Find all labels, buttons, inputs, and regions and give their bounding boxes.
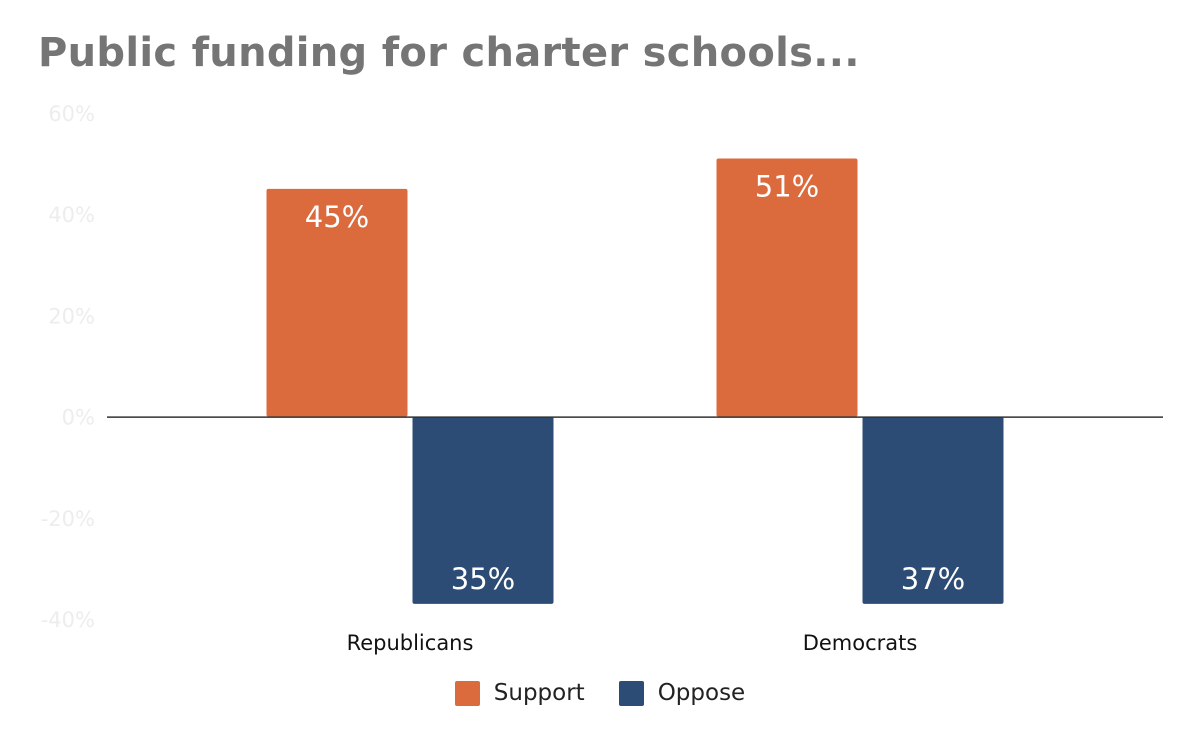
y-tick-label: -20% (41, 507, 95, 531)
legend-swatch-support (454, 680, 480, 706)
data-label: 51% (755, 170, 819, 204)
bar-oppose-democrats[interactable] (862, 416, 1004, 604)
data-label: 35% (451, 562, 515, 596)
bar-oppose-republicans[interactable] (412, 416, 554, 604)
y-tick-label: 20% (48, 304, 95, 328)
chart-title: Public funding for charter schools... (38, 30, 860, 76)
data-label: 45% (305, 200, 369, 234)
legend-item-oppose[interactable]: Oppose (618, 680, 746, 706)
y-tick-label: 0% (62, 406, 95, 430)
y-tick-label: 40% (48, 203, 95, 227)
category-label: Democrats (803, 631, 918, 655)
data-label: 37% (901, 562, 965, 596)
legend: Support Oppose (0, 676, 1200, 710)
category-label: Republicans (347, 631, 474, 655)
y-tick-label: -40% (41, 608, 95, 632)
bar-support-republicans[interactable] (266, 188, 408, 417)
legend-label-support: Support (493, 680, 585, 706)
legend-swatch-oppose (618, 680, 644, 706)
y-tick-label: 60% (48, 102, 95, 126)
legend-item-support[interactable]: Support (454, 680, 585, 706)
legend-label-oppose: Oppose (657, 680, 746, 706)
bar-support-democrats[interactable] (716, 158, 858, 417)
